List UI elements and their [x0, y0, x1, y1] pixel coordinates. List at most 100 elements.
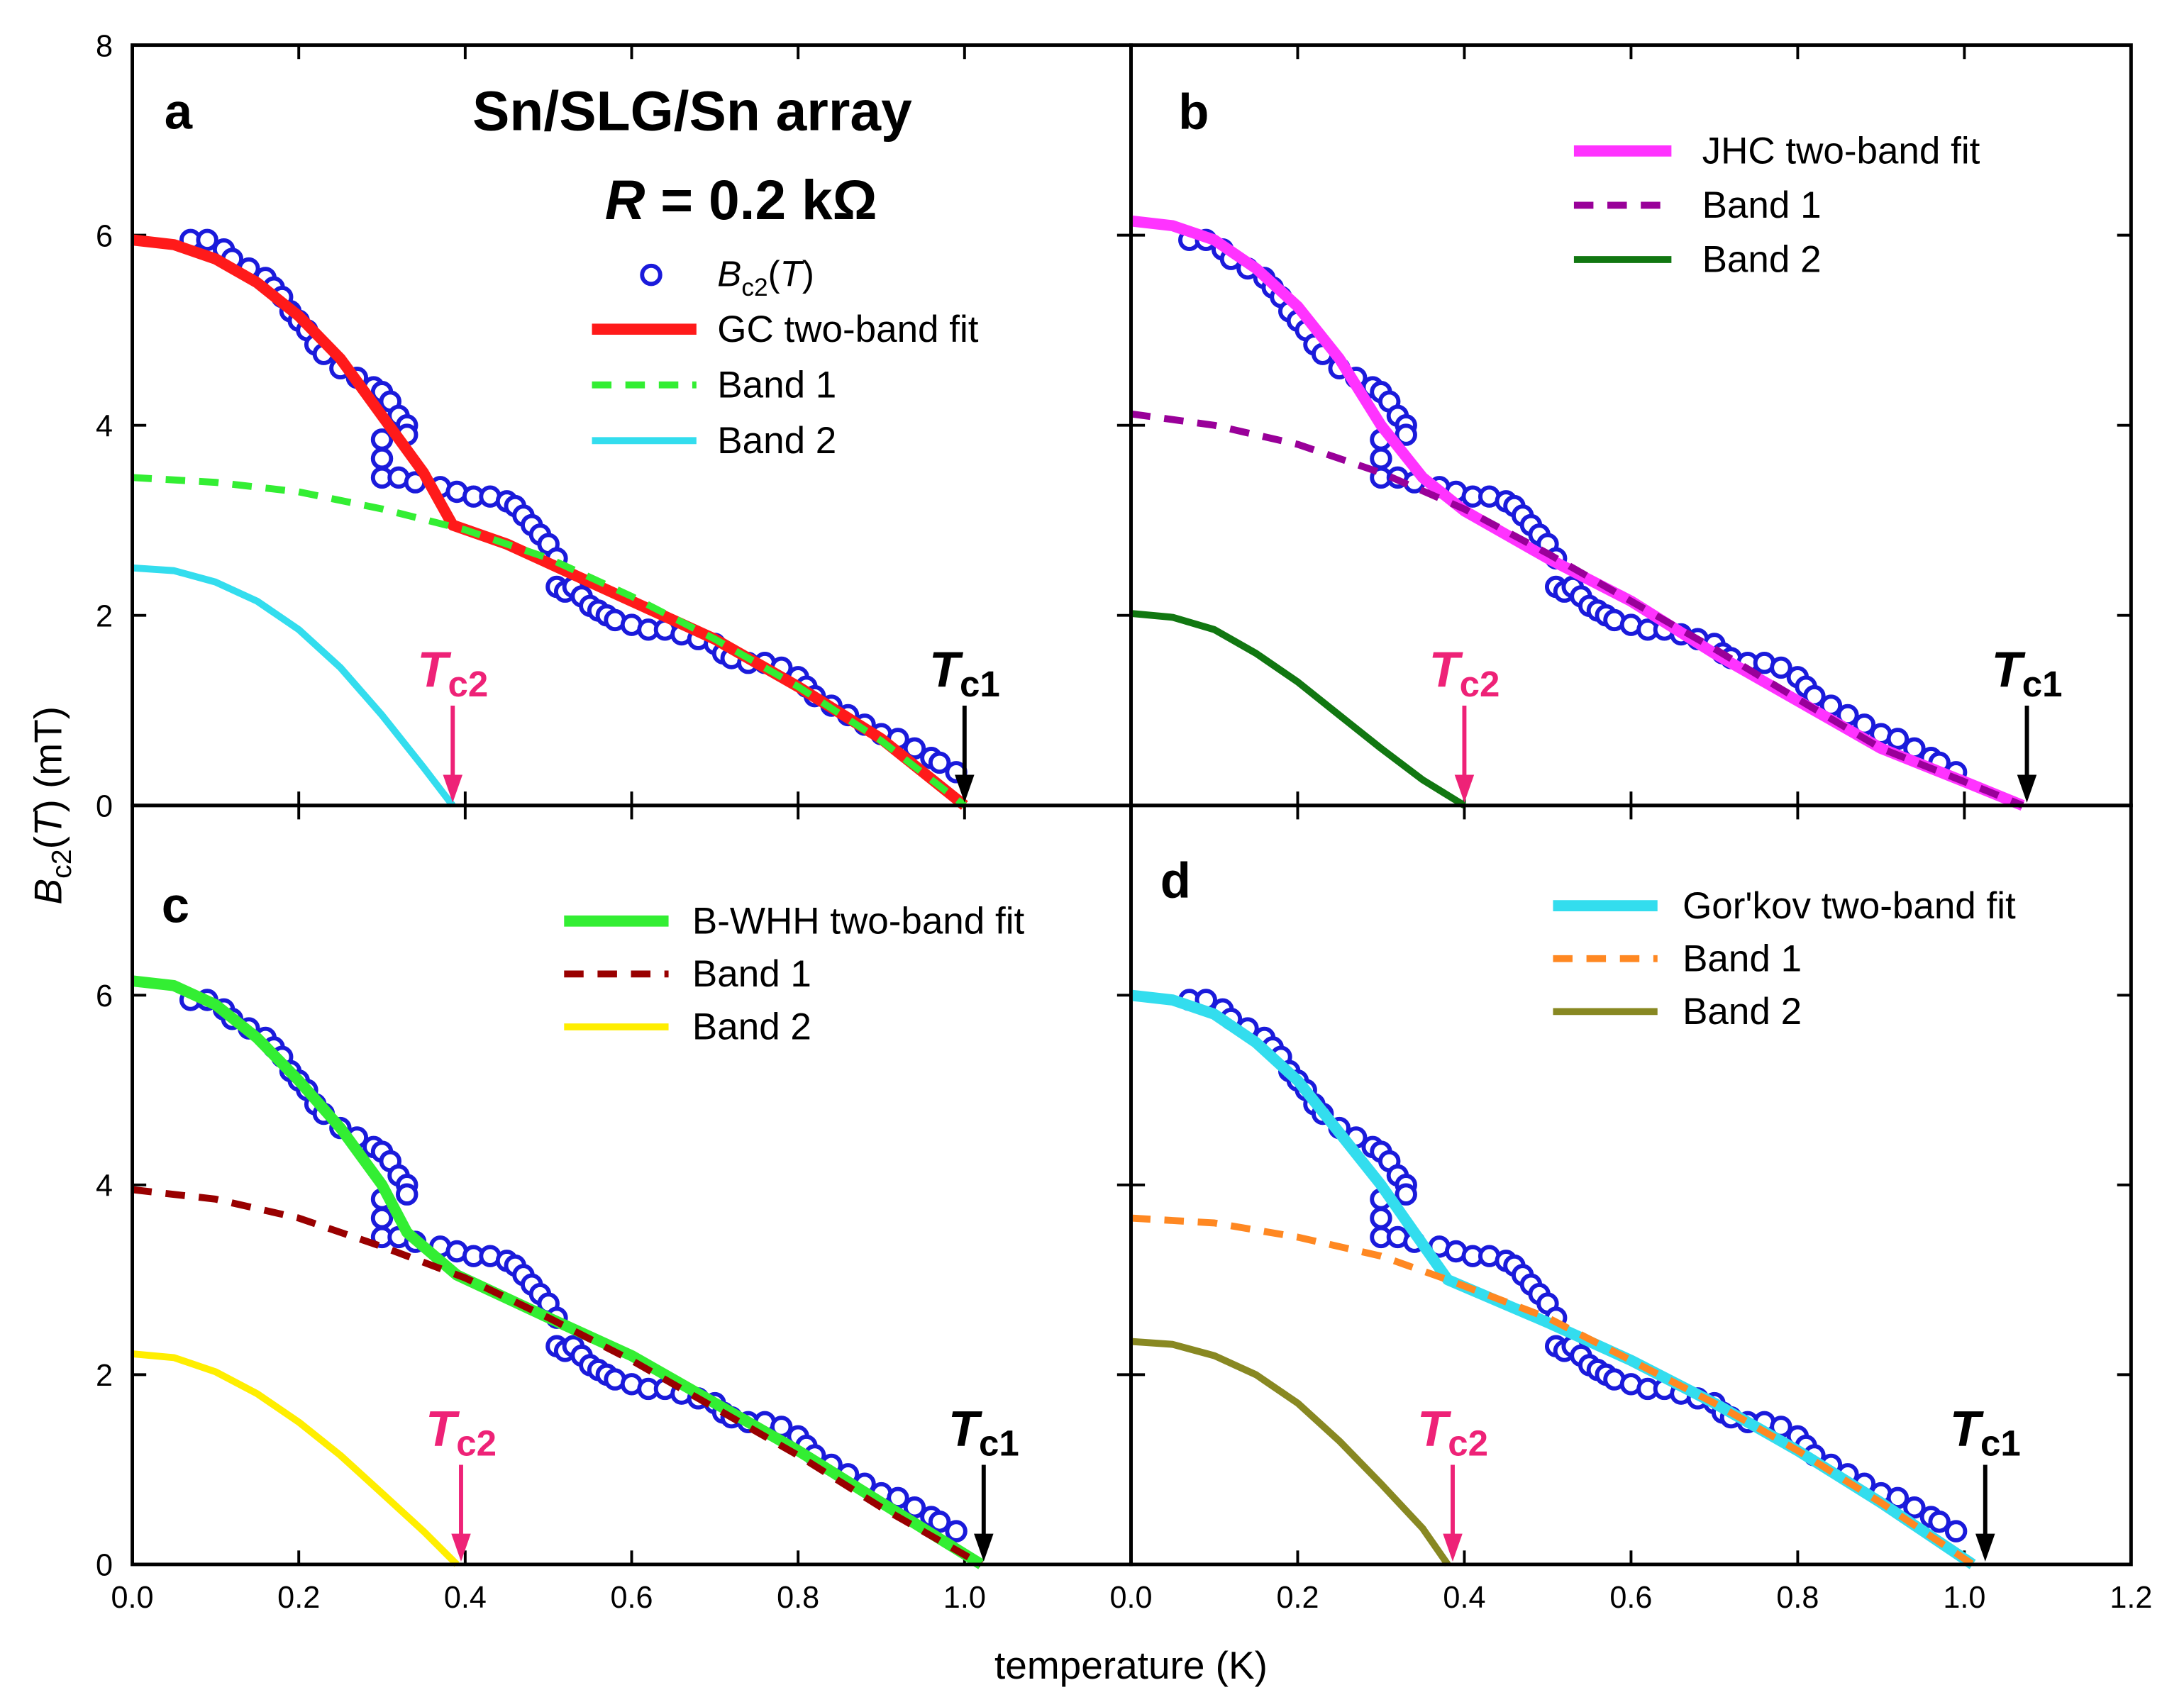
x-tick-label: 0.8: [1776, 1581, 1819, 1615]
text-part: R: [605, 169, 645, 231]
text-part: ): [802, 253, 814, 294]
x-tick-label: 0.8: [777, 1581, 819, 1615]
text-part: T: [780, 253, 805, 294]
fit-line: [1130, 410, 2024, 809]
chart-title: Sn/SLG/Sn array: [472, 79, 912, 142]
text-part: T: [929, 641, 964, 697]
data-point: [1928, 1511, 1951, 1533]
text-part: c2: [46, 849, 77, 878]
legend-label: Bc2(T): [717, 253, 814, 301]
fit-line: [131, 234, 968, 810]
text-part: T: [417, 641, 452, 697]
annotation-label: Tc2: [426, 1401, 497, 1464]
text-part: T: [426, 1401, 460, 1457]
fit-line: [1130, 215, 2025, 811]
text-part: c2: [456, 1423, 497, 1463]
text-part: c1: [960, 664, 1000, 704]
annotation-label: Tc1: [929, 641, 1000, 704]
legend-symbol: [640, 263, 663, 287]
data-point: [1903, 1496, 1926, 1519]
panel-letter: a: [165, 83, 193, 139]
y-tick-label: 4: [96, 1169, 113, 1203]
data-point: [1886, 1486, 1909, 1510]
y-tick-label: 6: [96, 219, 113, 253]
text-part: T: [948, 1401, 983, 1457]
text-part: (: [26, 836, 70, 849]
y-tick-label: 2: [96, 599, 113, 633]
data-point: [1370, 1206, 1392, 1230]
legend-label: Band 1: [692, 953, 811, 995]
data-point: [1395, 423, 1417, 446]
fit-line: [1131, 1338, 1451, 1567]
text-part: = 0.2 kΩ: [645, 169, 877, 231]
data-point: [370, 447, 394, 470]
x-tick-label: 0.0: [1109, 1581, 1152, 1615]
text-part: T: [1417, 1401, 1452, 1457]
y-tick-label: 2: [96, 1359, 113, 1393]
chart-subtitle: R = 0.2 kΩ: [605, 169, 877, 231]
fit-line: [132, 474, 967, 808]
annotation-label: Tc1: [948, 1401, 1019, 1464]
text-part: B: [717, 253, 741, 294]
x-tick-label: 0.2: [277, 1581, 320, 1615]
data-point: [1886, 728, 1909, 750]
text-part: c1: [1980, 1423, 2021, 1463]
text-part: B: [26, 879, 70, 905]
arrow-head: [1454, 774, 1475, 803]
legend-label: Band 2: [717, 420, 836, 462]
data-point: [928, 1511, 951, 1533]
x-tick-label: 1.0: [943, 1581, 986, 1615]
y-tick-label: 6: [96, 979, 113, 1013]
data-point: [1944, 1520, 1968, 1542]
text-part: T: [1950, 1401, 1985, 1457]
annotation-label: Tc2: [1417, 1401, 1488, 1464]
legend-label: Band 1: [1702, 184, 1822, 226]
x-axis-label: temperature (K): [994, 1643, 1268, 1687]
data-point: [1370, 447, 1392, 470]
y-tick-label: 8: [96, 29, 113, 63]
annotation-label: Tc1: [1992, 641, 2063, 704]
x-tick-label: 0.2: [1276, 1581, 1319, 1615]
legend-label: Band 1: [1683, 938, 1802, 979]
data-point: [945, 1520, 968, 1542]
arrow-head: [955, 774, 975, 803]
fit-line: [1131, 1214, 1975, 1568]
legend-label: GC two-band fit: [717, 308, 978, 350]
legend-label: Band 2: [1702, 239, 1822, 281]
legend-label: Band 2: [692, 1006, 811, 1048]
y-axis-label: Bc2(T) (mT): [26, 706, 77, 905]
annotation-label: Tc1: [1950, 1401, 2021, 1464]
annotation-label: Tc2: [1429, 641, 1500, 704]
arrow-head: [2017, 774, 2037, 803]
fit-line: [132, 564, 456, 808]
x-tick-label: 1.2: [2110, 1581, 2152, 1615]
text-part: (: [768, 253, 780, 294]
text-part: T: [26, 810, 70, 836]
arrow-head: [974, 1533, 994, 1562]
panel-letter: c: [162, 877, 189, 933]
text-part: c2: [448, 664, 488, 704]
text-part: ) (mT): [26, 706, 70, 813]
text-part: c1: [979, 1423, 1019, 1463]
text-part: T: [1992, 641, 2027, 697]
data-point: [903, 737, 926, 760]
text-part: T: [1429, 641, 1463, 697]
legend-label: B-WHH two-band fit: [692, 900, 1025, 942]
arrow-head: [1443, 1533, 1463, 1562]
text-part: c2: [741, 274, 767, 301]
panel-letter: d: [1160, 852, 1191, 908]
x-tick-label: 1.0: [1943, 1581, 1985, 1615]
y-tick-label: 0: [96, 789, 113, 823]
arrow-head: [1975, 1533, 1995, 1562]
data-point: [928, 751, 951, 774]
x-tick-label: 0.4: [1443, 1581, 1485, 1615]
x-tick-label: 0.0: [111, 1581, 154, 1615]
data-point: [396, 1183, 418, 1206]
fit-line: [132, 1350, 460, 1567]
panel: 0.0 0.2 0.4 0.6 0.8 1.0 0 2 4 6 B-WHH two-band fit…: [96, 804, 1133, 1615]
panel-frame: [1129, 804, 2133, 1567]
x-tick-label: 0.4: [444, 1581, 487, 1615]
x-tick-label: 0.6: [610, 1581, 653, 1615]
